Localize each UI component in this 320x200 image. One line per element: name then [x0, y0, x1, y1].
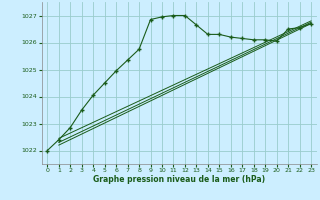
- X-axis label: Graphe pression niveau de la mer (hPa): Graphe pression niveau de la mer (hPa): [93, 175, 265, 184]
